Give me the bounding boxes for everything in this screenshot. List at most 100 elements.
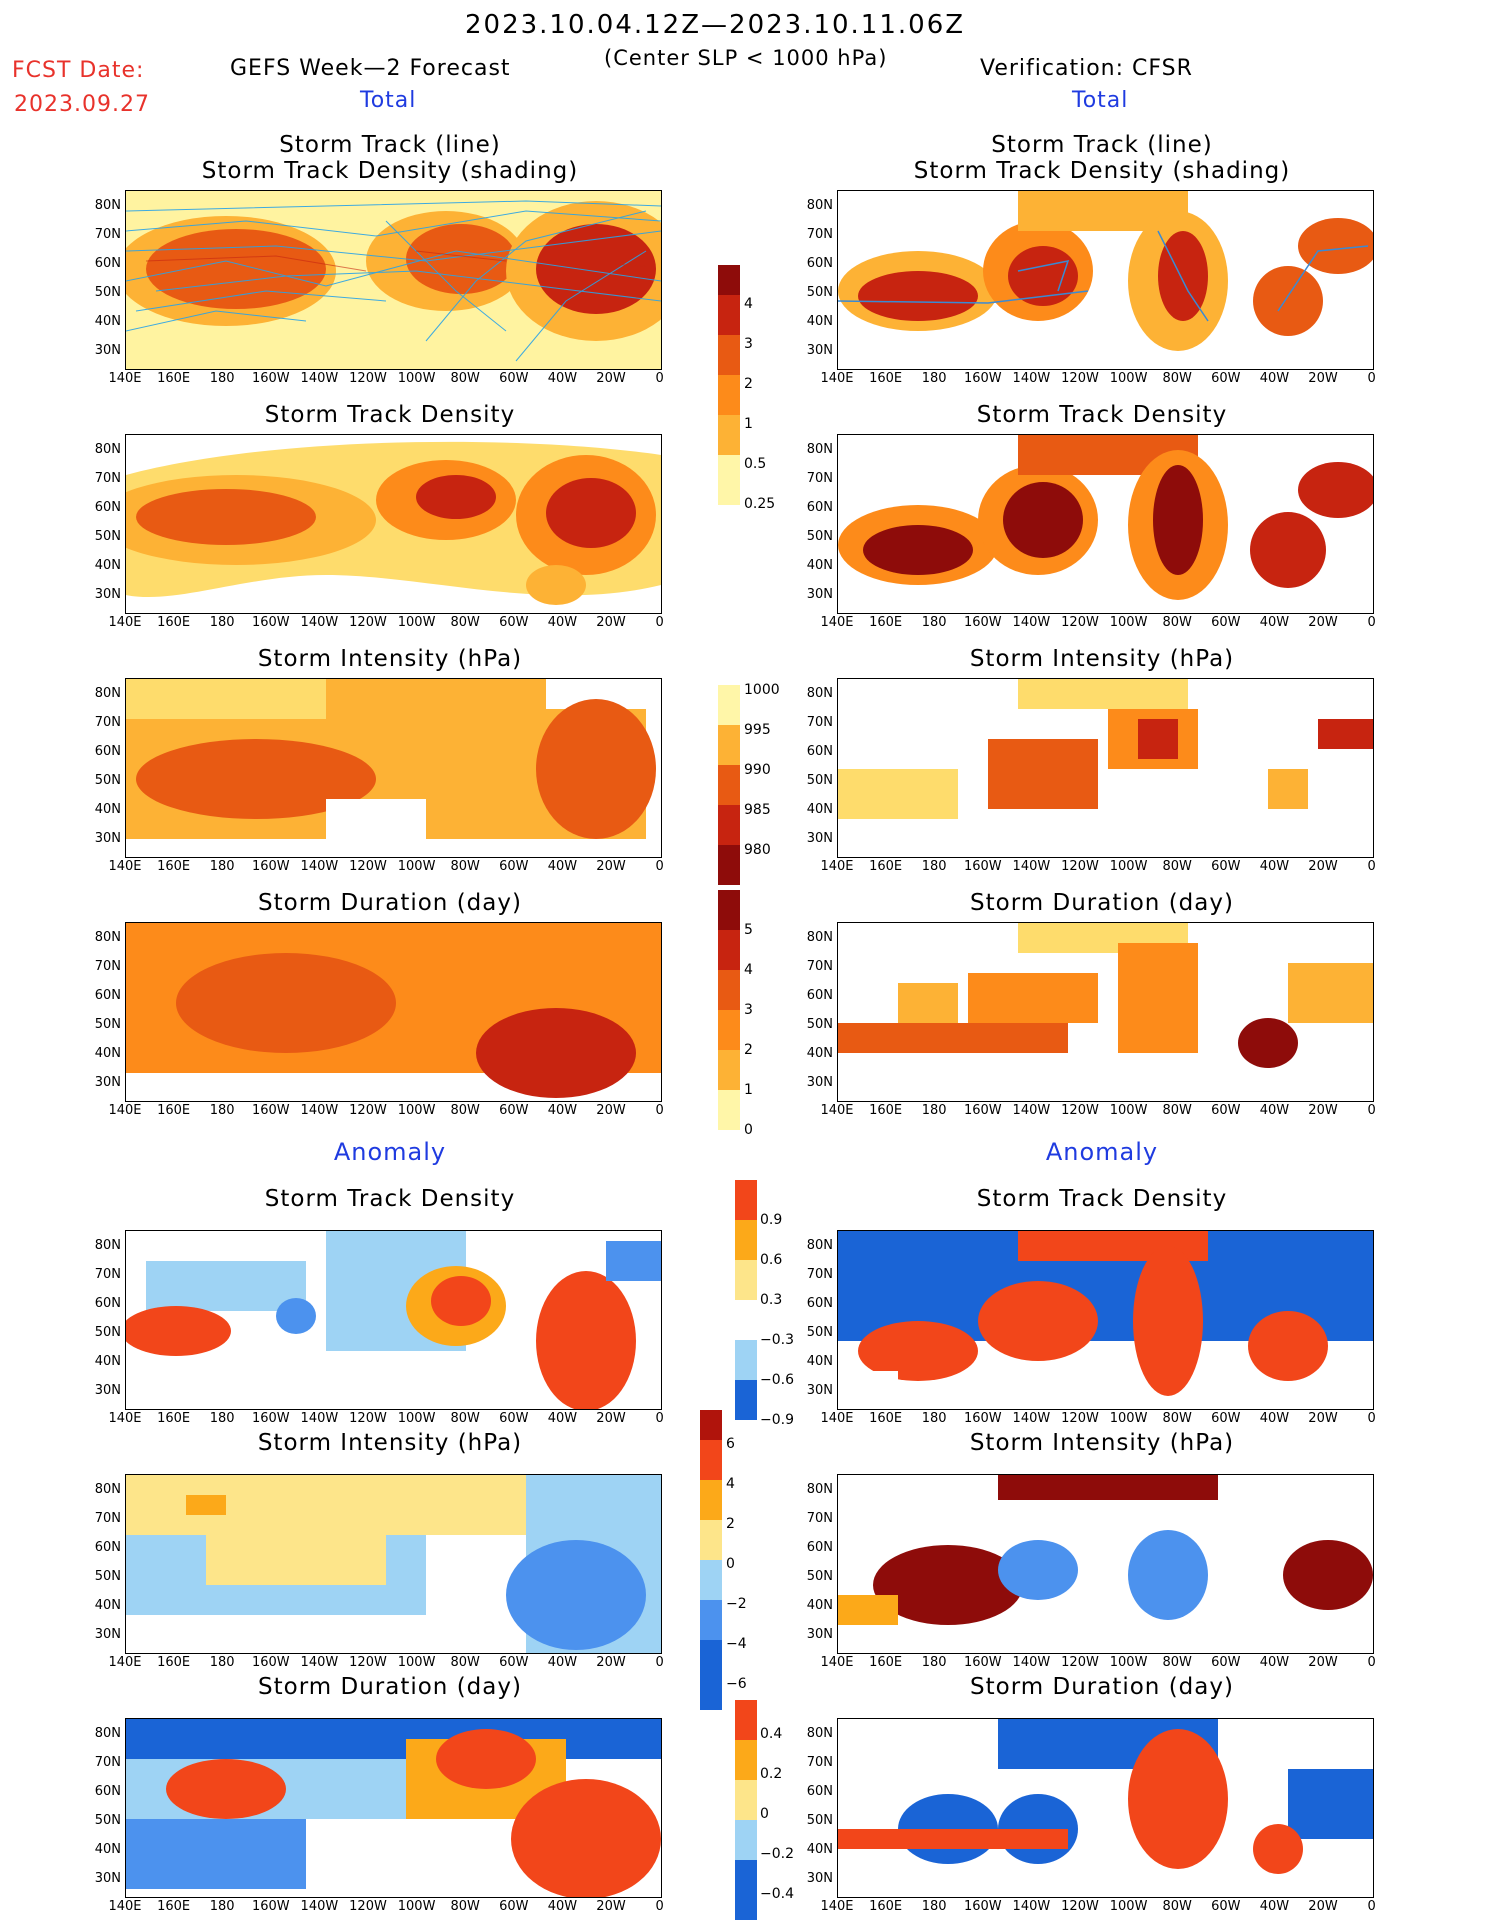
lon-tick-label: 120W xyxy=(349,615,387,630)
lat-tick-label: 70N xyxy=(94,227,121,242)
left-panel2-title: Storm Track Density xyxy=(264,402,516,428)
lat-tick-label: 50N xyxy=(94,1325,121,1340)
lon-tick-label: 0 xyxy=(1367,1655,1376,1670)
slp-criterion: (Center SLP < 1000 hPa) xyxy=(604,46,888,70)
lon-tick-label: 140E xyxy=(108,859,142,874)
left-panel5-title: Storm Track Density xyxy=(264,1186,516,1212)
colorbar-duration xyxy=(718,890,740,1130)
fcst-date-label: FCST Date: xyxy=(12,58,145,83)
cb-duration-anom-0: 0 xyxy=(760,1806,769,1822)
lon-tick-label: 0 xyxy=(1367,1411,1376,1426)
left-panel3-title: Storm Intensity (hPa) xyxy=(257,646,523,672)
lat-tick-label: 30N xyxy=(94,587,121,602)
lon-tick-label: 0 xyxy=(1367,371,1376,386)
right-anomaly-heading: Anomaly xyxy=(1045,1138,1159,1166)
forecast-model-title: GEFS Week—2 Forecast xyxy=(230,56,511,81)
cb-intensity-anom-m2: −2 xyxy=(726,1596,747,1612)
lon-tick-label: 80W xyxy=(450,615,480,630)
cb-density-4: 4 xyxy=(744,296,753,312)
cb-intensity-anom-2: 2 xyxy=(726,1516,735,1532)
lon-tick-label: 160E xyxy=(869,371,903,386)
lon-tick-label: 160E xyxy=(869,1411,903,1426)
lat-tick-label: 50N xyxy=(806,1813,833,1828)
lat-tick-label: 50N xyxy=(806,1325,833,1340)
map-cfsr-track xyxy=(837,190,1374,370)
lon-tick-label: 120W xyxy=(1061,859,1099,874)
lat-tick-label: 40N xyxy=(806,558,833,573)
lon-tick-label: 140W xyxy=(1012,1103,1051,1118)
map-fcst-intensity-anomaly xyxy=(125,1474,662,1654)
map-fcst-density xyxy=(125,434,662,614)
cb-intensity-1000: 1000 xyxy=(744,682,780,698)
lon-tick-label: 20W xyxy=(596,371,626,386)
lon-tick-label: 120W xyxy=(1061,1103,1099,1118)
lon-tick-label: 120W xyxy=(349,371,387,386)
lon-tick-label: 160E xyxy=(157,1899,191,1914)
map-cfsr-density xyxy=(837,434,1374,614)
lat-tick-label: 50N xyxy=(94,1813,121,1828)
lat-tick-label: 70N xyxy=(94,1755,121,1770)
lat-tick-label: 60N xyxy=(806,1784,833,1799)
lon-tick-label: 140E xyxy=(108,1411,142,1426)
lon-tick-label: 160E xyxy=(869,1655,903,1670)
lat-tick-label: 70N xyxy=(94,715,121,730)
lon-tick-label: 180 xyxy=(921,615,947,630)
lon-tick-label: 80W xyxy=(1162,371,1192,386)
lon-tick-label: 140W xyxy=(300,371,339,386)
lon-tick-label: 100W xyxy=(1109,1103,1148,1118)
cb-density-anom-06: 0.6 xyxy=(760,1252,783,1268)
lon-tick-label: 140W xyxy=(300,1655,339,1670)
lon-tick-label: 60W xyxy=(1211,371,1241,386)
lon-tick-label: 160W xyxy=(251,1899,290,1914)
lat-tick-label: 70N xyxy=(806,1267,833,1282)
lon-tick-label: 40W xyxy=(547,1103,578,1118)
lon-tick-label: 160E xyxy=(157,615,191,630)
lon-tick-label: 160E xyxy=(157,859,191,874)
lat-tick-label: 80N xyxy=(806,686,833,701)
lat-tick-label: 40N xyxy=(806,1354,833,1369)
lon-tick-label: 80W xyxy=(450,1899,480,1914)
lat-tick-label: 80N xyxy=(806,1482,833,1497)
lon-tick-label: 40W xyxy=(1259,615,1290,630)
map-fcst-density-anomaly xyxy=(125,1230,662,1410)
lon-tick-label: 40W xyxy=(547,1411,578,1426)
lat-tick-label: 80N xyxy=(806,930,833,945)
lon-tick-label: 20W xyxy=(596,1103,626,1118)
lon-tick-label: 120W xyxy=(349,1899,387,1914)
lat-tick-label: 60N xyxy=(806,256,833,271)
lat-tick-label: 80N xyxy=(94,686,121,701)
lat-tick-label: 70N xyxy=(94,1267,121,1282)
lat-tick-label: 40N xyxy=(94,1842,121,1857)
lon-tick-label: 160W xyxy=(251,1411,290,1426)
lat-tick-label: 40N xyxy=(94,558,121,573)
lon-tick-label: 0 xyxy=(1367,859,1376,874)
lon-tick-label: 100W xyxy=(1109,859,1148,874)
lon-tick-label: 40W xyxy=(547,371,578,386)
lon-tick-label: 160W xyxy=(963,859,1002,874)
lat-tick-label: 30N xyxy=(806,1075,833,1090)
lon-tick-label: 180 xyxy=(209,1411,235,1426)
colorbar-density-anomaly xyxy=(735,1180,757,1420)
lon-tick-label: 80W xyxy=(450,371,480,386)
lon-tick-label: 20W xyxy=(1308,1103,1338,1118)
cb-duration-1: 1 xyxy=(744,1082,753,1098)
lon-tick-label: 20W xyxy=(596,1655,626,1670)
lon-tick-label: 160W xyxy=(251,1103,290,1118)
lat-tick-label: 30N xyxy=(806,343,833,358)
lat-tick-label: 70N xyxy=(806,227,833,242)
lon-tick-label: 180 xyxy=(921,1103,947,1118)
lon-tick-label: 0 xyxy=(655,615,664,630)
lon-tick-label: 60W xyxy=(1211,859,1241,874)
left-panel1-title1: Storm Track (line) xyxy=(279,132,501,158)
date-range: 2023.10.04.12Z—2023.10.11.06Z xyxy=(465,10,966,40)
left-panel7-title: Storm Duration (day) xyxy=(258,1674,522,1700)
cb-density-anom-m06: −0.6 xyxy=(760,1372,794,1388)
cb-density-3: 3 xyxy=(744,336,753,352)
cb-duration-5: 5 xyxy=(744,922,753,938)
lon-tick-label: 160W xyxy=(963,615,1002,630)
lon-tick-label: 20W xyxy=(596,859,626,874)
lat-tick-label: 70N xyxy=(806,959,833,974)
lat-tick-label: 80N xyxy=(806,442,833,457)
lat-tick-label: 80N xyxy=(94,442,121,457)
cb-intensity-anom-m4: −4 xyxy=(726,1636,747,1652)
